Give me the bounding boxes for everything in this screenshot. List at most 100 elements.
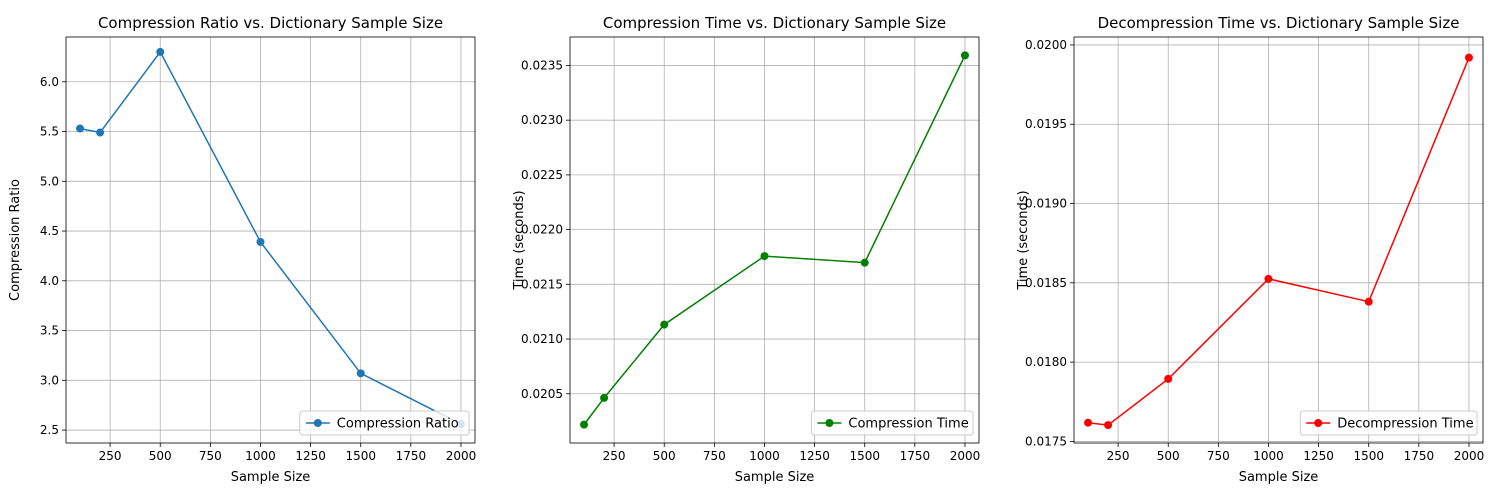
data-point xyxy=(156,47,165,56)
y-tick-label: 6.0 xyxy=(40,75,59,89)
y-tick-label: 0.0230 xyxy=(521,113,563,127)
legend-label: Compression Time xyxy=(848,417,968,432)
legend-label: Compression Ratio xyxy=(337,417,459,432)
data-point xyxy=(600,393,609,402)
y-tick-label: 5.5 xyxy=(40,125,59,139)
x-tick-label: 1000 xyxy=(1253,449,1284,463)
x-tick-label: 2000 xyxy=(1454,449,1485,463)
x-tick-label: 750 xyxy=(703,449,726,463)
data-point xyxy=(96,128,105,137)
chart-title: Decompression Time vs. Dictionary Sample… xyxy=(1098,14,1460,32)
data-point xyxy=(1164,374,1173,383)
x-tick-label: 500 xyxy=(1157,449,1180,463)
compression-ratio-chart: 250 500 750 1000 1250 1500 1750 2000 2.5 3.0 3.5 4… xyxy=(8,14,476,485)
grid xyxy=(570,37,979,443)
y-axis-label: Time (seconds) xyxy=(512,190,527,290)
x-tick-label: 1250 xyxy=(1303,449,1334,463)
grid xyxy=(1074,37,1483,443)
x-tick-label: 500 xyxy=(149,449,172,463)
series-line xyxy=(79,50,462,425)
y-tick-label: 0.0190 xyxy=(1025,197,1067,211)
y-axis-ticks: 0.0205 0.0210 0.0215 0.0220 0.0225 0.0230 0.02… xyxy=(521,58,570,401)
y-axis-label: Time (seconds) xyxy=(1016,190,1031,290)
legend-box xyxy=(810,410,974,436)
data-point xyxy=(860,258,869,267)
x-axis-label: Sample Size xyxy=(1239,470,1319,485)
chart-title: Compression Time vs. Dictionary Sample S… xyxy=(603,14,946,32)
data-point xyxy=(1084,418,1093,427)
x-tick-label: 500 xyxy=(653,449,676,463)
y-tick-label: 0.0225 xyxy=(521,168,563,182)
y-tick-label: 0.0200 xyxy=(1025,38,1067,52)
y-tick-label: 2.5 xyxy=(40,423,59,437)
y-tick-label: 4.5 xyxy=(40,224,59,238)
decompression-time-chart: 250 500 750 1000 1250 1500 1750 2000 0.01750.01… xyxy=(1016,14,1484,485)
plot-frame xyxy=(569,36,980,444)
x-tick-label: 1500 xyxy=(849,449,880,463)
y-tick-label: 0.0205 xyxy=(521,387,563,401)
x-tick-label: 1750 xyxy=(1404,449,1435,463)
legend-label: Decompression Time xyxy=(1337,417,1473,432)
y-tick-label: 4.0 xyxy=(40,274,59,288)
x-tick-label: 1750 xyxy=(396,449,427,463)
x-tick-label: 1500 xyxy=(1353,449,1384,463)
x-tick-label: 2000 xyxy=(446,449,477,463)
data-point xyxy=(76,124,85,133)
data-point xyxy=(660,320,669,329)
y-axis-ticks: 0.0175 0.0180 0.0185 0.0190 0.0195 0.0200 xyxy=(1025,38,1074,448)
data-point xyxy=(1104,421,1113,430)
x-tick-label: 250 xyxy=(99,449,122,463)
compression-time-chart: 250 500 750 1000 1250 1500 1750 2000 0.02050.02… xyxy=(512,14,980,485)
data-point xyxy=(580,420,589,429)
data-point xyxy=(1264,274,1273,283)
series-line xyxy=(583,55,966,426)
legend: Compression Ratio xyxy=(299,410,470,436)
data-point xyxy=(356,369,365,378)
legend-marker-swatch xyxy=(825,419,834,427)
legend-marker-swatch xyxy=(1314,419,1323,427)
y-tick-label: 0.0180 xyxy=(1025,355,1067,369)
legend-marker-swatch xyxy=(313,419,322,427)
data-point xyxy=(1364,297,1373,306)
x-axis-label: Sample Size xyxy=(231,470,311,485)
series-layer xyxy=(76,47,465,429)
grid xyxy=(66,37,475,443)
data-point xyxy=(960,51,969,60)
series-line xyxy=(1087,57,1470,426)
legend: Decompression Time xyxy=(1299,410,1478,436)
legend-box xyxy=(1299,410,1478,436)
legend: Compression Time xyxy=(810,410,974,436)
series-layer xyxy=(580,51,969,429)
y-tick-label: 0.0210 xyxy=(521,332,563,346)
x-tick-label: 1000 xyxy=(245,449,276,463)
data-point xyxy=(256,237,265,246)
x-tick-label: 250 xyxy=(603,449,626,463)
x-axis-ticks: 250 500 750 1000 1250 1500 1750 2000 xyxy=(99,443,477,463)
y-tick-label: 0.0235 xyxy=(521,58,563,72)
plot-frame xyxy=(65,36,476,444)
y-tick-label: 0.0220 xyxy=(521,223,563,237)
x-tick-label: 1250 xyxy=(295,449,326,463)
x-tick-label: 250 xyxy=(1107,449,1130,463)
y-tick-label: 3.5 xyxy=(40,324,59,338)
x-axis-label: Sample Size xyxy=(735,470,815,485)
x-tick-label: 750 xyxy=(1207,449,1230,463)
series-layer xyxy=(1084,53,1473,430)
x-axis-ticks: 250 500 750 1000 1250 1500 1750 2000 xyxy=(603,443,981,463)
x-tick-label: 750 xyxy=(199,449,222,463)
y-axis-ticks: 2.5 3.0 3.5 4.0 4.5 5.0 5.5 6.0 xyxy=(40,75,66,437)
x-tick-label: 1750 xyxy=(900,449,931,463)
x-tick-label: 1250 xyxy=(799,449,830,463)
y-tick-label: 0.0175 xyxy=(1025,434,1067,448)
x-tick-label: 1500 xyxy=(345,449,376,463)
y-tick-label: 0.0195 xyxy=(1025,117,1067,131)
y-tick-label: 0.0185 xyxy=(1025,276,1067,290)
y-tick-label: 0.0215 xyxy=(521,277,563,291)
x-tick-label: 1000 xyxy=(749,449,780,463)
plot-frame xyxy=(1073,36,1484,444)
data-point xyxy=(760,252,769,261)
y-tick-label: 3.0 xyxy=(40,373,59,387)
chart-title: Compression Ratio vs. Dictionary Sample … xyxy=(98,14,443,32)
x-tick-label: 2000 xyxy=(950,449,981,463)
